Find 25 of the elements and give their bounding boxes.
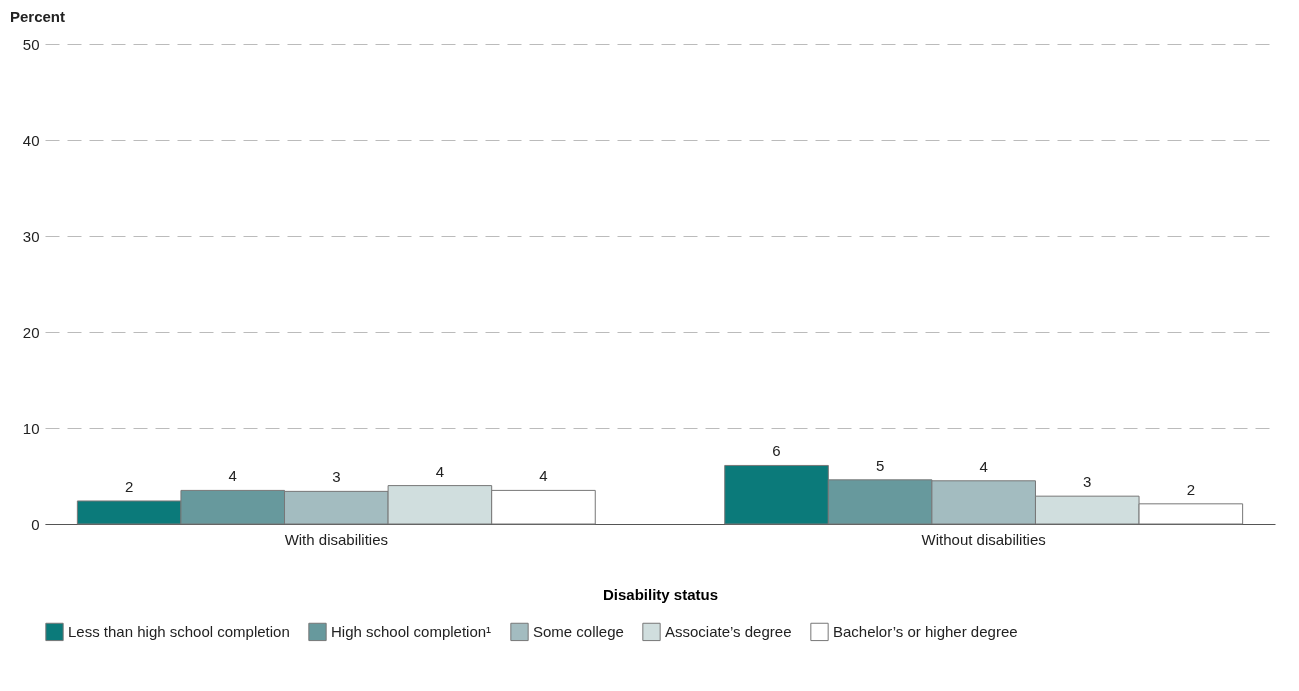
data-label: 4	[435, 462, 445, 480]
legend-label: Less than high school completion	[68, 622, 290, 640]
legend-label: Associate’s degree	[665, 622, 792, 640]
y-tick-label: 0	[31, 515, 40, 533]
x-axis-title: Disability status	[602, 585, 719, 603]
y-tick-label: 30	[22, 227, 40, 245]
y-tick-label: 20	[22, 323, 40, 341]
y-tick-label: 40	[22, 131, 40, 149]
y-tick-label: 10	[22, 419, 40, 437]
data-label: 3	[1083, 473, 1092, 491]
data-label: 6	[772, 442, 781, 460]
data-label: 2	[124, 477, 134, 495]
y-tick-label: 50	[22, 35, 40, 53]
data-label: 5	[875, 456, 885, 474]
data-label: 4	[539, 467, 548, 485]
data-label: 4	[228, 467, 237, 485]
x-tick-label: Without disabilities	[921, 530, 1046, 548]
x-tick-label: With disabilities	[284, 530, 388, 548]
data-label: 3	[332, 468, 341, 486]
legend-label: Some college	[533, 622, 624, 640]
legend-label: Bachelor’s or higher degree	[833, 622, 1018, 640]
y-axis-title: Percent	[10, 8, 66, 25]
legend-label: High school completion¹	[331, 622, 492, 640]
data-label: 4	[979, 457, 988, 475]
data-label: 2	[1186, 480, 1196, 498]
